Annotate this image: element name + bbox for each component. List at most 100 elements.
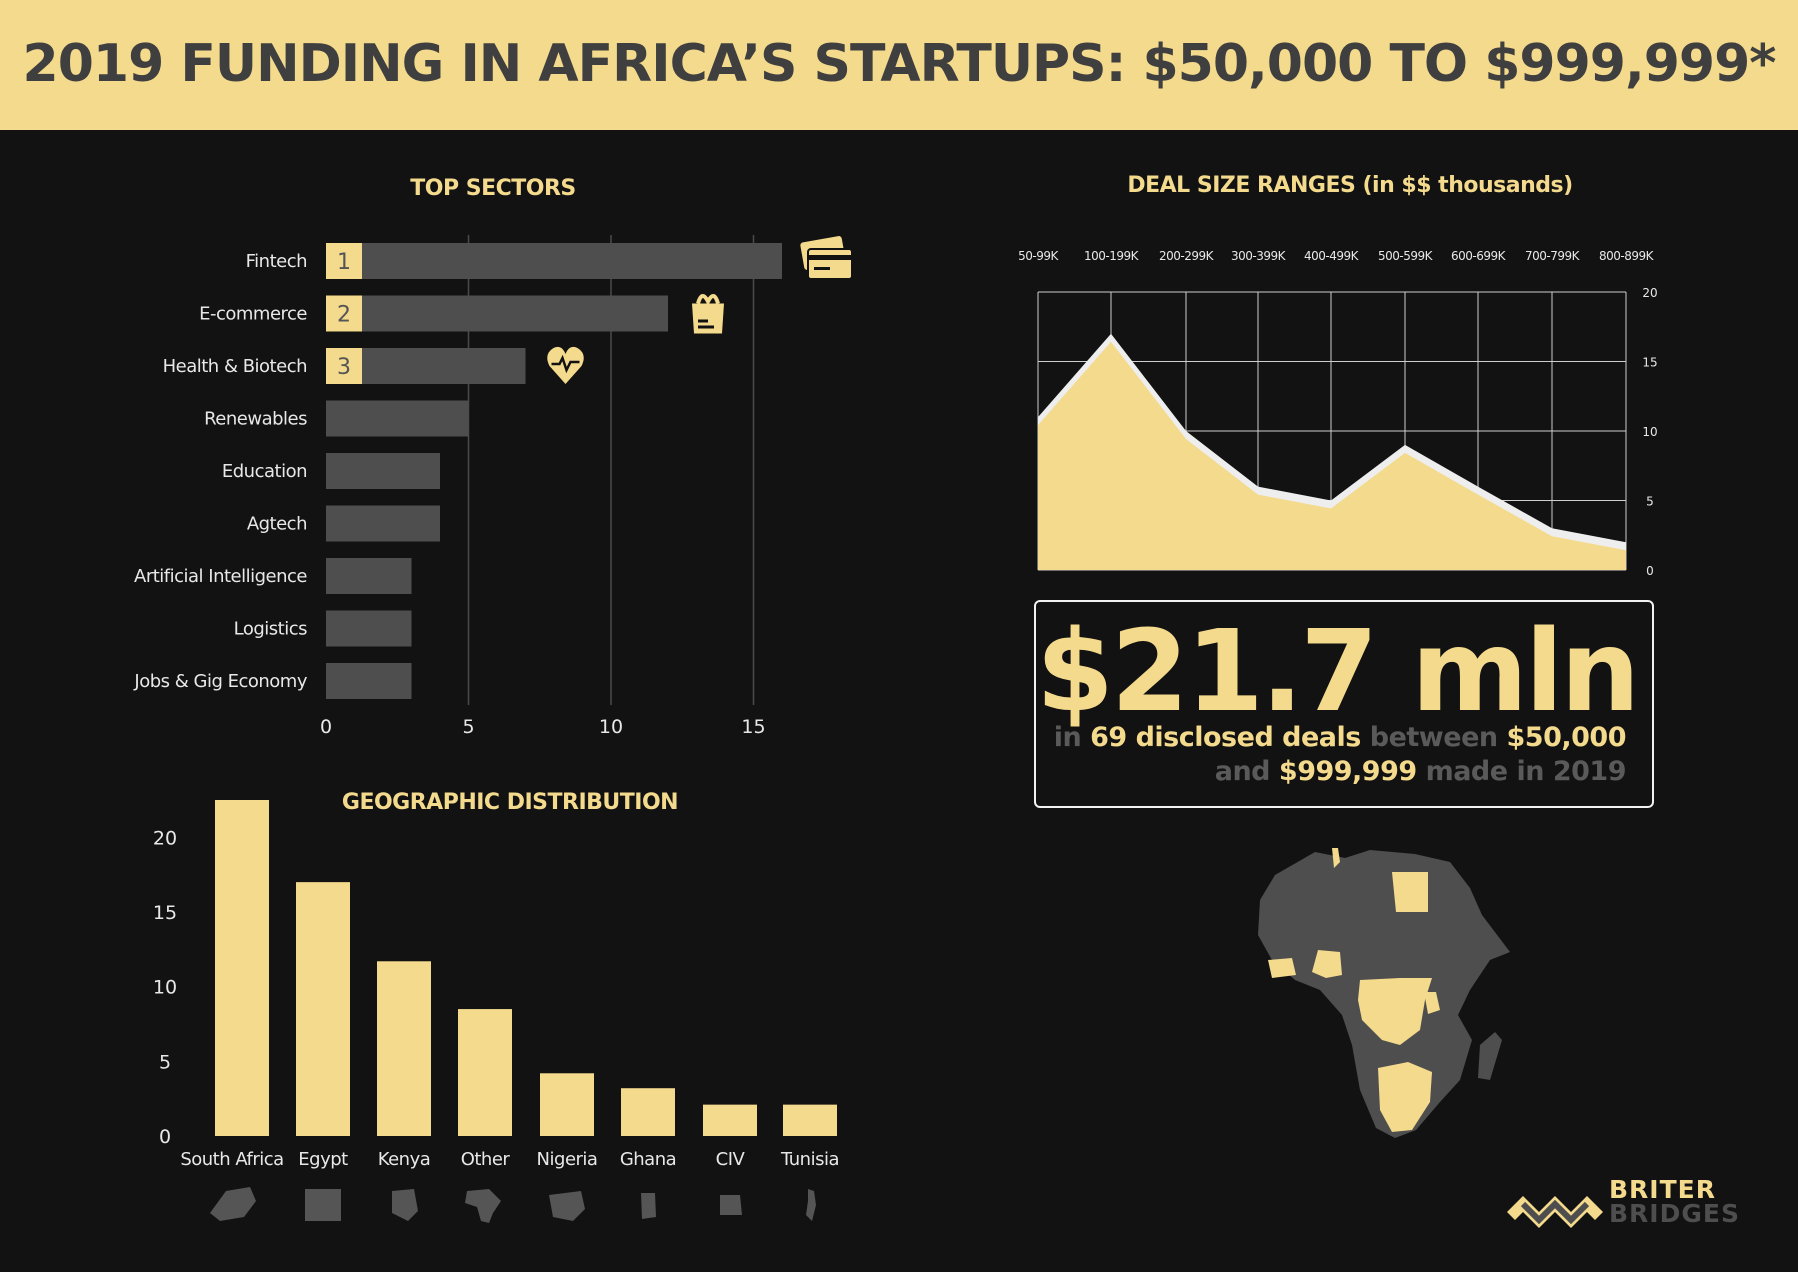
y-tick-label: 15	[153, 902, 177, 924]
highlight-box: $21.7 mln in 69 disclosed deals between …	[1034, 600, 1654, 808]
category-label: Ghana	[620, 1149, 676, 1170]
bar	[326, 453, 440, 489]
bar	[215, 800, 269, 1136]
country-map-icon	[392, 1189, 418, 1221]
bar	[326, 663, 412, 699]
logo-text-line-1: BRITER	[1609, 1175, 1716, 1204]
category-label: Jobs & Gig Economy	[133, 671, 307, 692]
deal-size-chart: 0 5 10 15 20 50-99K 100-199K 200-299K 300-399K 40…	[1018, 249, 1658, 578]
y-tick-label: 10	[1642, 425, 1657, 439]
category-label: CIV	[716, 1149, 746, 1170]
y-tick-label: 0	[159, 1126, 171, 1148]
page-title: 2019 FUNDING IN AFRICA’S STARTUPS: $50,0…	[22, 34, 1777, 94]
sectors-chart-title: TOP SECTORS	[410, 176, 576, 201]
bag-line	[698, 319, 708, 323]
bar	[326, 400, 469, 437]
geographic-chart: 0 5 10 15 20 South Africa Egypt Kenya Other Niger…	[153, 800, 840, 1223]
header-banner	[0, 0, 1798, 130]
country-shape	[720, 1195, 742, 1215]
x-tick-label: 0	[320, 716, 332, 738]
caption-word: and	[1214, 756, 1271, 787]
x-tick-label: 600-699K	[1451, 249, 1507, 263]
caption-deals: 69 disclosed deals	[1090, 722, 1361, 753]
bar	[703, 1104, 757, 1136]
category-label: South Africa	[180, 1149, 283, 1170]
country-map-icon	[549, 1191, 585, 1221]
caption-word: made in 2019	[1425, 756, 1627, 787]
logo-mark-icon	[1507, 1196, 1603, 1228]
bar	[326, 295, 668, 332]
category-label: Nigeria	[537, 1149, 598, 1170]
x-tick-label: 200-299K	[1159, 249, 1215, 263]
y-tick-label: 15	[1642, 356, 1657, 370]
x-tick-label: 5	[462, 716, 474, 738]
x-tick-label: 300-399K	[1231, 249, 1287, 263]
country-shape	[549, 1191, 585, 1221]
x-tick-label: 10	[599, 716, 623, 738]
country-shape	[210, 1187, 256, 1221]
category-label: Kenya	[378, 1149, 431, 1170]
pulse-line	[551, 354, 580, 374]
bar	[783, 1104, 837, 1136]
bar	[540, 1073, 594, 1136]
rank-label: 3	[337, 355, 351, 380]
area-series	[1038, 341, 1626, 570]
country-shape	[806, 1189, 816, 1221]
category-label: Logistics	[234, 619, 307, 640]
briter-bridges-logo: BRITER BRIDGES	[1505, 1175, 1755, 1228]
country-map-icon	[465, 1189, 501, 1223]
bar	[458, 1009, 512, 1136]
category-label: E-commerce	[199, 304, 307, 325]
category-label: Tunisia	[780, 1149, 839, 1170]
card-stripe	[808, 255, 852, 260]
y-tick-label: 20	[153, 827, 177, 849]
country-shape	[465, 1189, 501, 1223]
bar	[621, 1088, 675, 1136]
x-tick-label: 400-499K	[1304, 249, 1360, 263]
bar	[326, 505, 440, 542]
country-shape	[392, 1189, 418, 1221]
x-tick-label: 700-799K	[1525, 249, 1581, 263]
category-label: Egypt	[298, 1149, 348, 1170]
category-label: Education	[222, 461, 307, 482]
rank-badge	[326, 348, 362, 384]
bag-produce	[696, 294, 720, 306]
total-amount: $21.7 mln	[1036, 607, 1640, 737]
africa-map-icon	[1258, 848, 1510, 1138]
sectors-chart: 0 5 10 15 Fintech 1 E-commerce 2 Health & Biotec…	[133, 235, 853, 738]
highlight-caption-line-1: in 69 disclosed deals between $50,000	[1036, 722, 1627, 753]
category-label: Fintech	[246, 251, 307, 272]
heartbeat-icon	[547, 346, 584, 384]
country-map-icon	[305, 1189, 341, 1221]
rank-label: 1	[337, 250, 351, 275]
caption-word: in	[1053, 722, 1082, 753]
shopping-bag-icon	[692, 294, 724, 334]
y-tick-label: 5	[159, 1051, 171, 1073]
category-label: Artificial Intelligence	[134, 566, 307, 587]
caption-min-amount: $50,000	[1506, 722, 1627, 753]
country-map-icon	[720, 1195, 742, 1215]
bar	[326, 610, 412, 647]
bag-line	[698, 325, 714, 329]
x-tick-label: 15	[741, 716, 765, 738]
bar	[296, 882, 350, 1136]
logo-text-line-2: BRIDGES	[1609, 1199, 1740, 1228]
rank-label: 2	[337, 303, 351, 328]
y-tick-label: 10	[153, 977, 177, 999]
category-label: Other	[461, 1149, 511, 1170]
deal-size-chart-title: DEAL SIZE RANGES (in $$ thousands)	[1127, 173, 1573, 198]
credit-card-icon	[800, 236, 853, 280]
rank-badge	[326, 243, 362, 279]
x-tick-label: 100-199K	[1084, 249, 1140, 263]
x-tick-label: 50-99K	[1018, 249, 1059, 263]
country-map-icon	[210, 1187, 256, 1221]
x-tick-label: 500-599K	[1378, 249, 1434, 263]
country-map-icon	[641, 1193, 656, 1219]
caption-max-amount: $999,999	[1278, 756, 1417, 787]
caption-word: between	[1369, 722, 1498, 753]
card-number	[814, 267, 830, 270]
rank-badge	[326, 295, 362, 332]
bar	[377, 961, 431, 1136]
category-label: Renewables	[204, 409, 307, 430]
bar	[326, 558, 412, 594]
